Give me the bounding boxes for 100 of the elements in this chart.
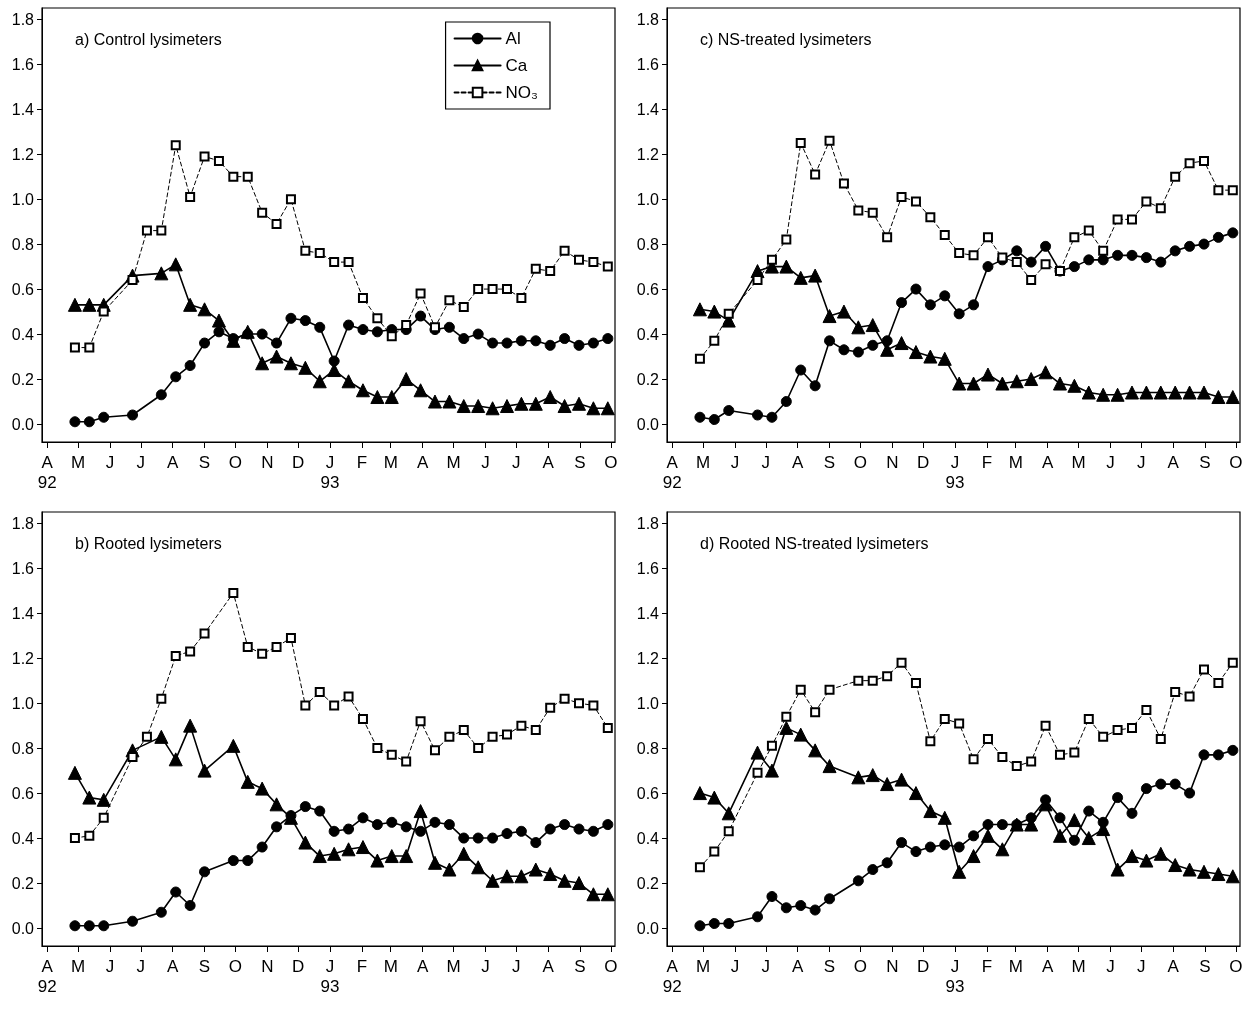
y-tick-label: 1.0 (11, 694, 35, 712)
x-tick-label: F (356, 452, 368, 472)
x-tick-label: J 93 (945, 452, 965, 492)
y-tick-label: 1.0 (636, 694, 660, 712)
x-tick-label: M (1008, 956, 1023, 976)
y-tick-label: 1.2 (636, 649, 660, 667)
x-tick-label: J (105, 452, 115, 472)
y-tick-label: 0.6 (636, 784, 660, 802)
y-tick-label: 0.0 (636, 919, 660, 937)
x-tick-label: S (1199, 452, 1211, 472)
y-tick-label: 0.6 (636, 280, 660, 298)
legend-label: Al (505, 29, 521, 48)
x-tick-label: O (1229, 452, 1243, 472)
y-tick-label: 1.8 (636, 514, 660, 532)
y-tick-label: 0.0 (11, 415, 35, 433)
x-tick-label: J 93 (320, 452, 340, 492)
x-tick-label: M (383, 452, 398, 472)
y-tick-label: 1.6 (636, 559, 660, 577)
x-tick-label: J (1106, 452, 1115, 472)
x-tick-label: J (511, 452, 521, 472)
x-tick-label: A (416, 452, 429, 472)
y-tick-label: 0.6 (11, 280, 35, 298)
x-tick-label: O (604, 956, 618, 976)
x-tick-label: N (886, 452, 899, 472)
x-tick-label: A (1041, 956, 1054, 976)
x-tick-label: J (730, 452, 740, 472)
text: b) Rooted lysimeters (75, 534, 222, 552)
x-tick-label: O (604, 452, 618, 472)
x-tick-label: N (261, 956, 274, 976)
x-tick-label: J (481, 956, 490, 976)
x-tick-label: S (1199, 956, 1211, 976)
x-tick-label: A (542, 956, 555, 976)
y-tick-label: 1.6 (11, 55, 35, 73)
x-tick-label: S (198, 956, 211, 976)
x-tick-label: S (198, 452, 211, 472)
y-tick-label: 1.0 (11, 190, 35, 208)
x-tick-label: A (542, 452, 555, 472)
x-tick-label: S (574, 452, 586, 472)
y-tick-label: 1.6 (636, 55, 660, 73)
x-tick-label: J (105, 956, 115, 976)
legend-label: Ca (505, 56, 528, 75)
x-tick-label: D (292, 956, 305, 976)
x-tick-label: J (136, 956, 146, 976)
y-tick-label: 0.8 (636, 739, 660, 757)
x-tick-label: J (481, 452, 490, 472)
y-tick-label: 1.8 (11, 514, 35, 532)
y-tick-label: 1.4 (11, 604, 35, 622)
x-tick-label: A (791, 956, 804, 976)
x-tick-label: M (1071, 452, 1086, 472)
x-tick-label: A (1167, 452, 1180, 472)
y-tick-label: 1.8 (11, 10, 35, 28)
x-tick-label: M (695, 956, 711, 976)
x-tick-label: S (574, 956, 586, 976)
y-tick-label: 1.0 (636, 190, 660, 208)
x-tick-label: N (261, 452, 274, 472)
x-tick-label: J (730, 956, 740, 976)
x-tick-label: A (1041, 452, 1054, 472)
x-tick-label: A (166, 452, 179, 472)
x-tick-label: D (917, 452, 930, 472)
y-tick-label: 1.4 (636, 100, 660, 118)
x-tick-label: J 93 (945, 956, 965, 996)
y-tick-label: 0.8 (11, 739, 35, 757)
x-tick-label: J (761, 956, 771, 976)
text: c) NS-treated lysimeters (700, 30, 872, 48)
x-tick-label: J (511, 956, 521, 976)
x-tick-label: A 92 (662, 956, 682, 996)
text: a) Control lysimeters (75, 30, 222, 48)
x-tick-label: M (446, 956, 461, 976)
x-tick-label: M (1008, 452, 1023, 472)
x-tick-label: O (853, 956, 868, 976)
y-tick-label: 0.8 (11, 235, 35, 253)
x-tick-label: A 92 (37, 956, 57, 996)
x-tick-label: O (853, 452, 868, 472)
y-tick-label: 0.4 (636, 325, 660, 343)
y-tick-label: 1.2 (636, 145, 660, 163)
x-tick-label: D (917, 956, 930, 976)
y-tick-label: 1.8 (636, 10, 660, 28)
x-tick-label: O (1229, 956, 1243, 976)
x-tick-label: D (292, 452, 305, 472)
y-tick-label: 0.2 (11, 874, 35, 892)
y-tick-label: 0.0 (636, 415, 660, 433)
y-tick-label: 1.6 (11, 559, 35, 577)
y-tick-label: 1.2 (11, 145, 35, 163)
y-tick-label: 0.2 (636, 370, 660, 388)
x-tick-label: S (823, 452, 836, 472)
x-tick-label: J (1106, 956, 1115, 976)
x-tick-label: A (166, 956, 179, 976)
y-tick-label: 1.4 (11, 100, 35, 118)
x-tick-label: M (383, 956, 398, 976)
x-tick-label: J (761, 452, 771, 472)
x-tick-label: O (228, 956, 243, 976)
x-tick-label: F (356, 956, 368, 976)
x-tick-label: O (228, 452, 243, 472)
x-tick-label: A 92 (37, 452, 57, 492)
y-tick-label: 0.0 (11, 919, 35, 937)
x-tick-label: M (695, 452, 711, 472)
x-tick-label: J (1136, 452, 1146, 472)
x-tick-label: S (823, 956, 836, 976)
y-tick-label: 0.2 (11, 370, 35, 388)
y-tick-label: 0.8 (636, 235, 660, 253)
